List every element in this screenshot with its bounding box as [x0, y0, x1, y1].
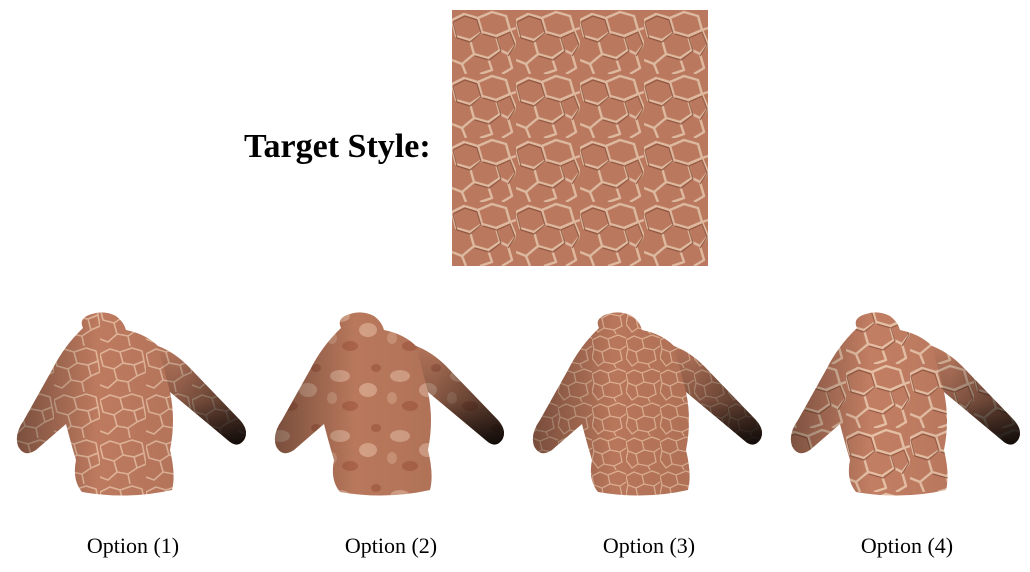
- shirt-render-option-2: [274, 312, 504, 496]
- target-style-texture: [452, 10, 708, 266]
- option-2-label: Option (2): [344, 533, 438, 558]
- option-3[interactable]: Option (3): [524, 300, 774, 570]
- option-4[interactable]: Option (4): [782, 300, 1030, 570]
- option-3-label: Option (3): [602, 533, 696, 558]
- shirt-render-option-1: [16, 312, 246, 496]
- shirt-render-option-4: [790, 312, 1020, 496]
- target-style-label: Target Style:: [244, 128, 431, 165]
- option-4-label: Option (4): [860, 533, 954, 558]
- shirt-render-option-3: [532, 312, 762, 496]
- option-1[interactable]: Option (1): [8, 300, 258, 570]
- option-1-label: Option (1): [86, 533, 180, 558]
- option-2[interactable]: Option (2): [266, 300, 516, 570]
